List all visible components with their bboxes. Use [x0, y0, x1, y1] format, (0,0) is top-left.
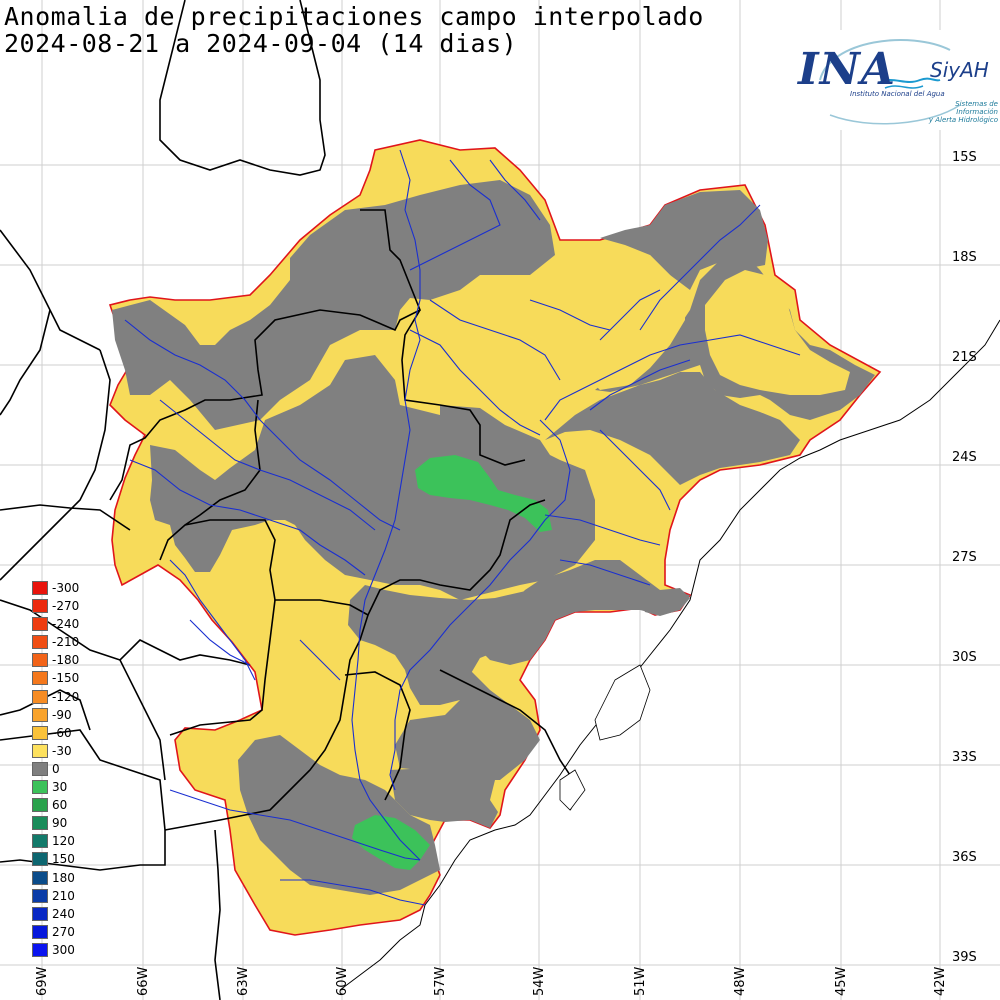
legend-swatch — [32, 798, 48, 813]
legend-swatch — [32, 761, 48, 776]
legend-swatch — [32, 924, 48, 939]
legend-label: -180 — [52, 653, 80, 668]
lat-label: 15S — [952, 150, 977, 165]
logo-ina-text: INA — [798, 44, 896, 95]
legend-label: 240 — [52, 906, 75, 921]
lon-label: 66W — [136, 966, 151, 996]
legend-swatch — [32, 581, 48, 595]
lat-label: 33S — [952, 750, 977, 765]
legend-swatch — [32, 942, 48, 957]
map-date-range: 2024-08-21 a 2024-09-04 (14 dias) — [4, 29, 518, 58]
lat-label: 36S — [952, 850, 977, 865]
wet-anomaly-zones — [352, 455, 552, 870]
legend-label: -300 — [52, 581, 80, 595]
legend-label: 150 — [52, 852, 75, 867]
legend-label: -30 — [52, 743, 72, 758]
logo-subtitle: Instituto Nacional del Agua — [850, 90, 945, 98]
lon-label: 48W — [733, 966, 748, 996]
map-title: Anomalia de precipitaciones campo interp… — [4, 2, 704, 31]
lat-label: 27S — [952, 550, 977, 565]
legend-swatch — [32, 906, 48, 921]
legend-label: 180 — [52, 870, 75, 885]
legend-label: 0 — [52, 761, 60, 776]
lon-label: 42W — [933, 966, 948, 996]
legend-swatch — [32, 816, 48, 831]
legend-label: -60 — [52, 725, 72, 740]
legend-swatch — [32, 689, 48, 704]
legend-swatch — [32, 852, 48, 867]
lat-label: 21S — [952, 350, 977, 365]
legend-swatch — [32, 743, 48, 758]
legend-label: 60 — [52, 798, 68, 813]
legend-label: 210 — [52, 888, 75, 903]
legend-swatch — [32, 617, 48, 632]
logo-siyah-text: SiyAH — [930, 58, 989, 82]
logo-subtitle-2: Sistemas de Información y Alerta Hidroló… — [928, 100, 998, 124]
legend-label: -270 — [52, 599, 80, 614]
political-borders — [0, 0, 581, 1000]
legend-swatch — [32, 780, 48, 795]
legend-swatch — [32, 599, 48, 614]
lon-label: 57W — [433, 966, 448, 996]
neutral-anomaly-zones — [112, 180, 875, 895]
lon-label: 63W — [236, 966, 251, 996]
legend-swatch — [32, 725, 48, 740]
legend-label: -150 — [52, 671, 80, 686]
legend-swatch — [32, 834, 48, 849]
legend-swatch — [32, 653, 48, 668]
logo-swoosh-icon — [819, 39, 961, 125]
legend-label: 90 — [52, 816, 68, 831]
lon-label: 51W — [633, 966, 648, 996]
legend-label: 300 — [52, 942, 75, 957]
lon-label: 45W — [834, 966, 849, 996]
legend-label: 120 — [52, 834, 75, 849]
legend-swatch — [32, 870, 48, 885]
ina-siyah-logo: INA SiyAH Instituto Nacional del Agua Si… — [790, 30, 1000, 130]
rivers — [124, 149, 801, 906]
legend-label: -120 — [52, 689, 80, 704]
legend-label: 270 — [52, 924, 75, 939]
lat-label: 24S — [952, 450, 977, 465]
lagoons — [559, 664, 651, 811]
legend-label: 30 — [52, 780, 68, 795]
legend-swatch — [32, 707, 48, 722]
legend-label: -240 — [52, 617, 80, 632]
lon-label: 60W — [335, 966, 350, 996]
lon-label: 69W — [35, 966, 50, 996]
lon-label: 54W — [532, 966, 547, 996]
legend-swatch — [32, 671, 48, 686]
legend-label: -90 — [52, 707, 72, 722]
legend-swatch — [32, 635, 48, 650]
legend-label: -210 — [52, 635, 80, 650]
lat-label: 39S — [952, 950, 977, 965]
legend-swatch — [32, 888, 48, 903]
lat-label: 18S — [952, 250, 977, 265]
lat-label: 30S — [952, 650, 977, 665]
